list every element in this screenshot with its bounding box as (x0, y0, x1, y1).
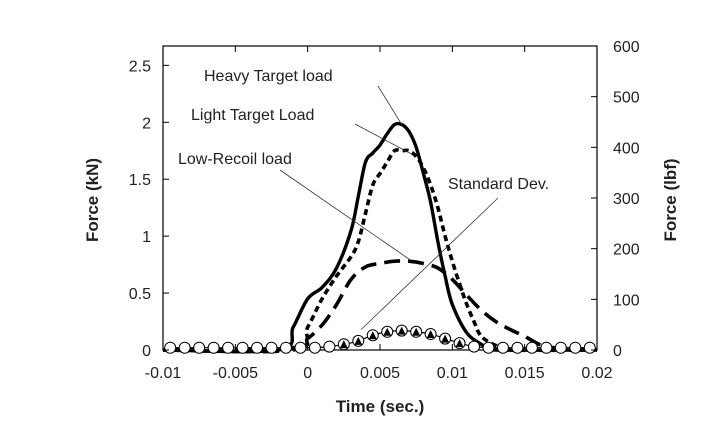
series-low (162, 259, 598, 352)
series-std-triangle (354, 336, 363, 345)
annotation-leader-heavy (377, 85, 404, 128)
series-layer (162, 121, 598, 354)
series-std-point (251, 341, 264, 354)
series-std-triangle (339, 340, 348, 349)
series-std-triangle (383, 327, 392, 336)
annotation-std: Standard Dev. (448, 176, 549, 193)
y-tick-label: 0 (142, 343, 151, 360)
y-tick-label: 0.5 (129, 286, 151, 303)
x-tick-label: 0.005 (360, 365, 400, 382)
series-std-point (468, 340, 481, 353)
series-std-triangle (441, 334, 450, 343)
series-light (162, 148, 598, 354)
series-std-point (164, 341, 177, 354)
annotation-heavy: Heavy Target load (204, 68, 333, 85)
series-heavy (162, 121, 598, 354)
series-std-point (323, 340, 336, 353)
series-std-point (236, 341, 249, 354)
y-right-tick-label: 500 (613, 90, 640, 107)
x-axis-title: Time (sec.) (336, 397, 425, 416)
series-std-point (525, 341, 538, 354)
annotation-light: Light Target Load (191, 107, 314, 124)
y-right-tick-label: 400 (613, 140, 640, 157)
series-std-triangle (368, 331, 377, 340)
annotation-leader-low (279, 169, 411, 261)
plot-frame-layer (162, 45, 598, 351)
series-std-triangle (412, 327, 421, 336)
series-std-point (569, 341, 582, 354)
y-right-tick-label: 600 (613, 39, 640, 56)
x-tick-label: 0.02 (581, 365, 612, 382)
y-right-tick-label: 100 (613, 292, 640, 309)
series-std (164, 324, 596, 354)
y-axis-right-title: Force (lbf) (661, 158, 680, 241)
y-right-tick-label: 300 (613, 191, 640, 208)
series-std-point (554, 341, 567, 354)
y-right-tick-label: 200 (613, 242, 640, 259)
series-std-point (193, 341, 206, 354)
x-tick-label: 0.015 (505, 365, 545, 382)
x-tick-label: -0.005 (213, 365, 258, 382)
series-std-triangle (426, 330, 435, 339)
y-tick-label: 2 (142, 115, 151, 132)
series-std-point (496, 341, 509, 354)
series-std-point (178, 341, 191, 354)
x-tick-label: 0.01 (437, 365, 468, 382)
y-tick-label: 1.5 (129, 172, 151, 189)
y-tick-label: 2.5 (129, 58, 151, 75)
series-std-point (482, 341, 495, 354)
series-std-point (540, 341, 553, 354)
y-tick-label: 1 (142, 229, 151, 246)
series-std-point (308, 341, 321, 354)
series-std-point (207, 341, 220, 354)
annotation-leader-std (360, 197, 499, 330)
y-right-tick-label: 0 (613, 343, 622, 360)
annotation-layer: Heavy Target load Light Target Load Low-Re… (178, 68, 549, 330)
y-axis-title: Force (kN) (83, 158, 102, 242)
annotation-low: Low-Recoil load (178, 151, 292, 168)
series-std-point (583, 341, 596, 354)
series-std-triangle (455, 339, 464, 348)
series-std-point (294, 341, 307, 354)
series-std-point (222, 341, 235, 354)
series-std-point (511, 341, 524, 354)
annotation-leader-light (354, 123, 413, 155)
series-std-point (279, 341, 292, 354)
x-tick-label: 0 (303, 365, 312, 382)
series-std-triangle (397, 326, 406, 335)
series-std-point (265, 341, 278, 354)
x-tick-label: -0.01 (145, 365, 182, 382)
tick-layer: -0.01 -0.005 0 0.005 0.01 0.015 0.0200.511.522… (129, 39, 640, 382)
plot-border (162, 45, 598, 351)
